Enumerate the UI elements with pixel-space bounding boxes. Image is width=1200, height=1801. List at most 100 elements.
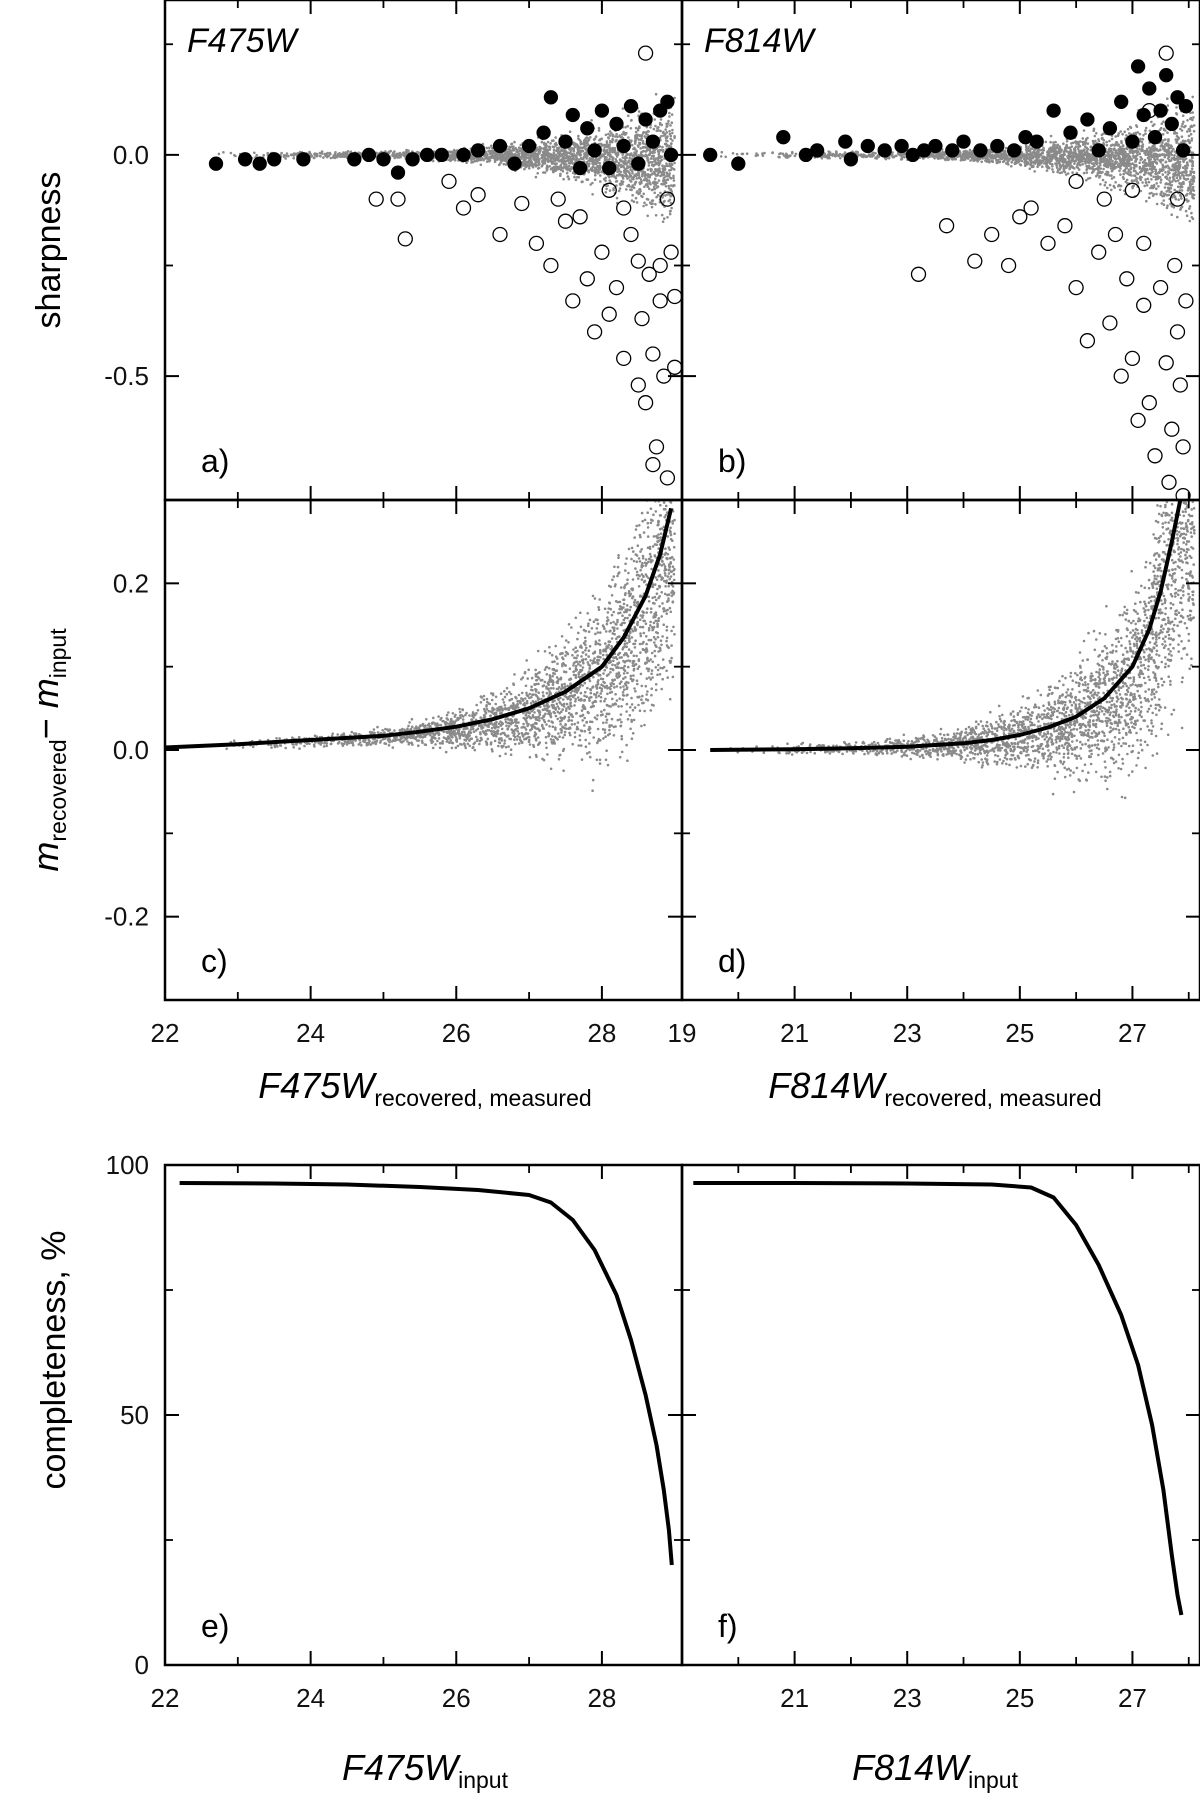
sim-dot: [649, 183, 652, 186]
sim-dot: [597, 126, 601, 130]
sim-dot: [1186, 130, 1189, 133]
sim-dot: [659, 191, 662, 195]
sim-dot: [634, 173, 637, 177]
sim-dot: [630, 139, 633, 142]
open-star-point: [641, 266, 657, 282]
sim-dot: [1144, 181, 1148, 184]
sim-dot: [1117, 132, 1121, 135]
sim-dot: [1046, 151, 1049, 154]
sim-dot: [1010, 165, 1013, 168]
sim-dot: [1112, 176, 1116, 179]
open-star-point: [652, 293, 668, 309]
sim-dot: [668, 162, 671, 165]
sim-dot: [650, 154, 654, 158]
sim-dot: [1174, 164, 1178, 168]
sim-dot: [492, 156, 496, 159]
sim-dot: [554, 158, 558, 161]
sim-dot: [645, 179, 649, 183]
sim-dot: [617, 189, 621, 193]
sim-dot: [562, 177, 565, 181]
sim-dot: [565, 163, 568, 166]
sim-dot: [1086, 136, 1089, 140]
sim-dot: [1103, 159, 1107, 163]
sim-dot: [450, 156, 453, 159]
sim-dot: [1092, 129, 1095, 132]
sim-dot: [1182, 166, 1185, 170]
sim-dot: [1186, 119, 1189, 122]
sim-dot: [1188, 141, 1192, 144]
sim-dot: [593, 178, 597, 181]
sim-dot: [615, 174, 619, 177]
sim-dot: [611, 159, 615, 162]
sim-dot: [581, 146, 585, 150]
sim-dot: [451, 151, 455, 154]
sim-dot: [1182, 120, 1185, 124]
sim-dot: [594, 135, 598, 138]
sim-dot: [634, 130, 638, 134]
sim-dot: [640, 170, 643, 173]
sim-dot: [1144, 129, 1147, 132]
sim-dot: [568, 155, 572, 158]
filled-star-point: [565, 107, 580, 123]
sim-dot: [611, 137, 614, 141]
sim-dot: [1081, 160, 1084, 163]
sim-dot: [561, 158, 564, 162]
sim-dot: [1042, 146, 1045, 150]
sim-dot: [589, 159, 592, 162]
sim-dot: [669, 145, 673, 149]
sim-dot: [541, 159, 544, 163]
sim-dot: [1067, 154, 1070, 158]
sim-dot: [1145, 147, 1149, 151]
sim-dot: [527, 161, 530, 165]
sim-dot: [754, 154, 758, 158]
sim-dot: [1138, 167, 1142, 170]
sim-dot: [637, 176, 640, 180]
sim-dot: [637, 145, 640, 148]
sim-dot: [1133, 174, 1137, 178]
sim-dot: [1026, 148, 1030, 152]
sim-dot: [1054, 140, 1057, 144]
sim-dot: [396, 153, 400, 157]
sim-dot: [527, 156, 530, 160]
sim-dot: [604, 176, 607, 180]
sim-dot: [605, 156, 608, 159]
sim-dot: [1055, 144, 1059, 147]
sim-dot: [605, 187, 608, 191]
sim-dot: [1123, 130, 1126, 134]
sim-dot: [1075, 157, 1078, 161]
sim-dot: [627, 170, 630, 173]
sim-dot: [719, 155, 723, 158]
sim-dot: [661, 167, 665, 170]
sim-dot: [515, 150, 518, 154]
sim-dot: [615, 159, 618, 163]
sim-dot: [579, 150, 582, 153]
sim-dot: [1079, 163, 1082, 167]
sim-dot: [336, 154, 340, 158]
sim-dot: [608, 189, 612, 192]
sim-dot: [616, 170, 619, 174]
sim-dot: [619, 170, 623, 174]
sim-dot: [629, 180, 633, 183]
sim-dot: [1135, 157, 1138, 160]
sim-dot: [1081, 137, 1085, 140]
sim-dot: [508, 149, 511, 152]
sim-dot: [490, 144, 493, 148]
sim-dot: [1077, 168, 1081, 171]
sim-dot: [1153, 160, 1157, 164]
sim-dot: [596, 161, 599, 164]
sim-dot: [1168, 151, 1171, 154]
sim-dot: [493, 160, 497, 163]
sim-dot: [1072, 141, 1075, 145]
sim-dot: [607, 132, 610, 136]
sim-dot: [502, 162, 506, 166]
sim-dot: [653, 118, 656, 121]
sim-dot: [1173, 150, 1177, 153]
sim-dot: [1155, 192, 1158, 196]
sim-dot: [1122, 172, 1125, 176]
sim-dot: [605, 150, 609, 153]
sim-dot: [1125, 134, 1128, 137]
sim-dot: [626, 124, 629, 128]
sim-dot: [588, 157, 591, 160]
sim-dot: [479, 163, 483, 167]
sim-dot: [628, 153, 632, 156]
